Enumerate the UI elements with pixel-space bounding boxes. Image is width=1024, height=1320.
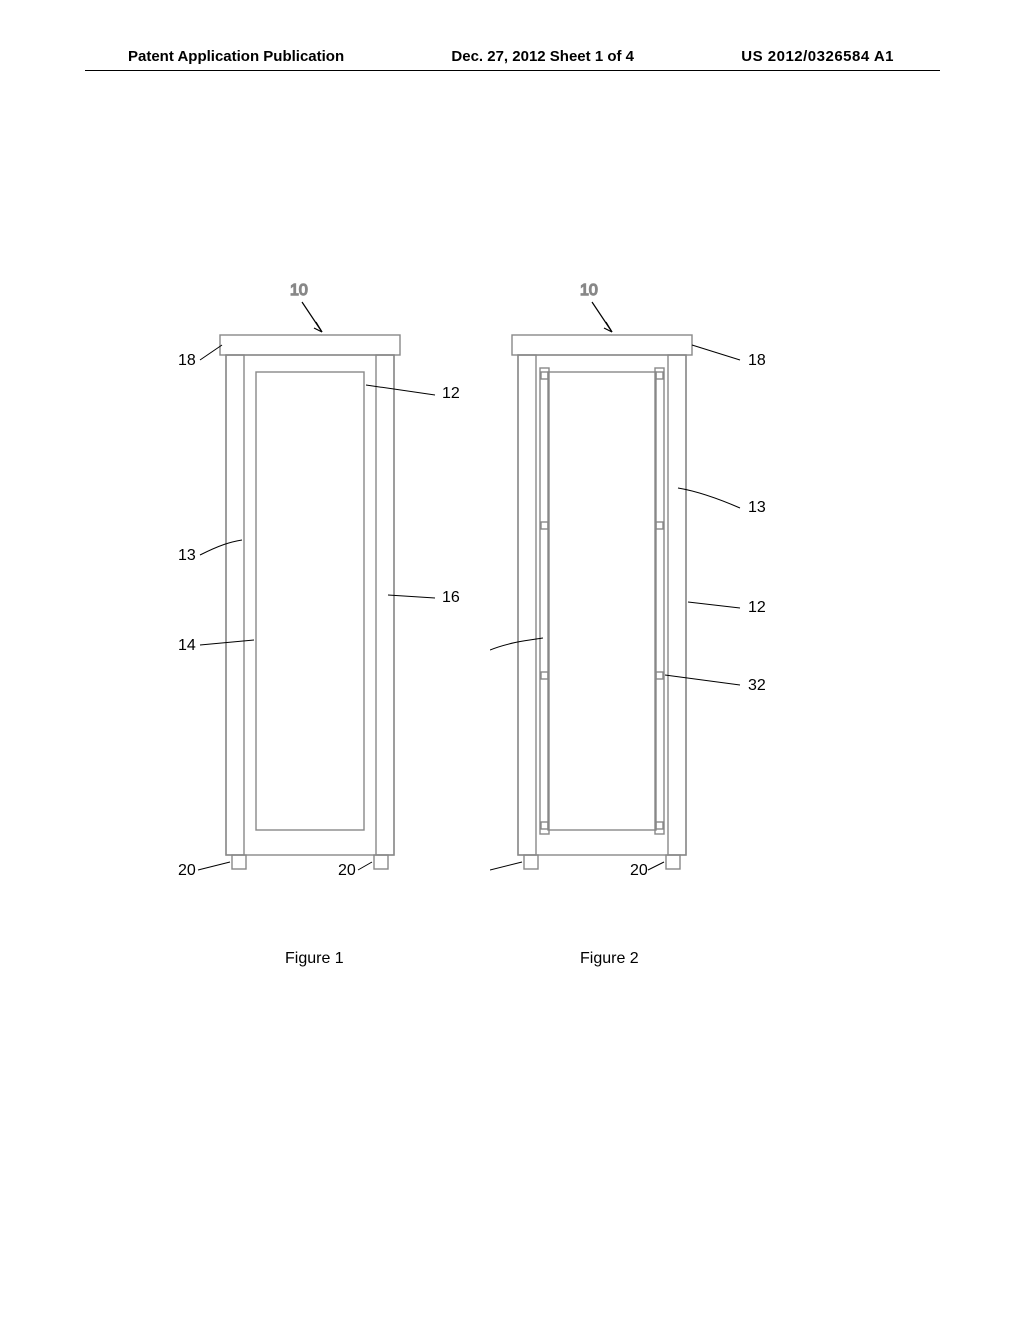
ref2-20b: 20 xyxy=(630,862,648,879)
drawing-area: 10 xyxy=(0,150,1024,1250)
header-left: Patent Application Publication xyxy=(128,48,344,65)
ref-20a: 20 xyxy=(178,862,196,879)
ref-12: 12 xyxy=(442,385,460,402)
ref2-13: 13 xyxy=(748,499,766,516)
figure-1: 10 xyxy=(170,280,490,920)
ref-10-label: 10 xyxy=(290,282,308,299)
ref-13: 13 xyxy=(178,547,196,564)
figure-1-caption: Figure 1 xyxy=(285,950,344,968)
ref2-18: 18 xyxy=(748,352,766,369)
ref2-12: 12 xyxy=(748,599,766,616)
header-rule xyxy=(85,70,940,71)
ref-10-label-2: 10 xyxy=(580,282,598,299)
ref-20b: 20 xyxy=(338,862,356,879)
figure-2: 10 xyxy=(490,280,810,920)
header-center: Dec. 27, 2012 Sheet 1 of 4 xyxy=(451,48,634,65)
page-header: Patent Application Publication Dec. 27, … xyxy=(0,48,1024,65)
figure-2-caption: Figure 2 xyxy=(580,950,639,968)
ref-14: 14 xyxy=(178,637,196,654)
header-right: US 2012/0326584 A1 xyxy=(741,48,894,65)
ref-16: 16 xyxy=(442,589,460,606)
ref-18: 18 xyxy=(178,352,196,369)
ref2-32: 32 xyxy=(748,677,766,694)
